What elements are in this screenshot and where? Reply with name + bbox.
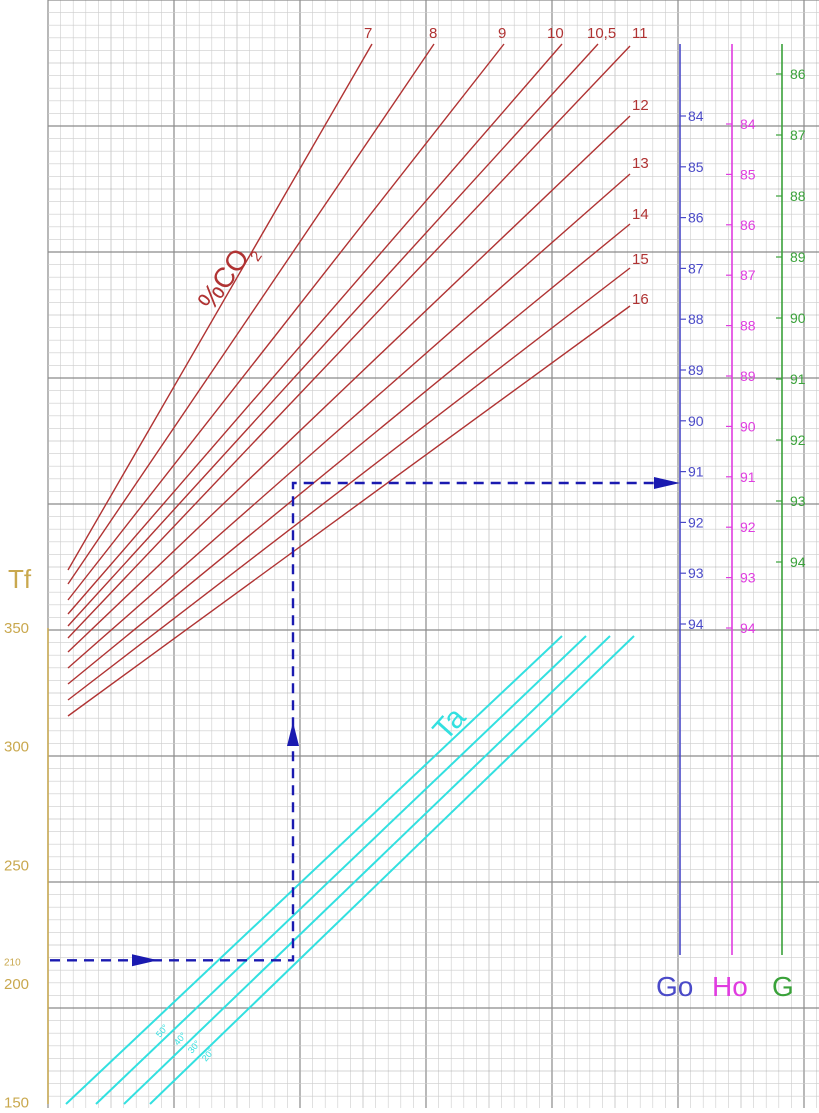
scale-value-label: 94	[790, 554, 806, 570]
tf-axis-title: Tf	[8, 564, 32, 594]
efficiency-scales: 84 85 86 87 88 89 90 91 92 93 94 Go 84 85 86 87 88 89 90 91…	[656, 44, 806, 1002]
ta-line-label: 50°	[154, 1022, 171, 1039]
co2-line-label: 10,5	[587, 25, 616, 42]
co2-line-label: 16	[632, 291, 649, 308]
scale-value-label: 85	[740, 166, 756, 182]
scale-value-label: 86	[740, 217, 756, 233]
tf-tick-label: 210	[4, 957, 21, 968]
scale-value-label: 89	[688, 362, 704, 378]
scale-value-label: 84	[740, 116, 756, 132]
co2-line-label: 8	[429, 25, 437, 42]
scale-value-label: 93	[790, 493, 806, 509]
scale-value-label: 94	[740, 620, 756, 636]
co2-line	[67, 43, 599, 627]
scale-value-label: 86	[688, 210, 704, 226]
scale-value-label: 91	[790, 371, 806, 387]
scale-value-label: 89	[740, 368, 756, 384]
tf-tick-label: 300	[4, 739, 29, 756]
scale-value-label: 93	[740, 570, 756, 586]
scale-value-label: 88	[790, 188, 806, 204]
scale-value-label: 93	[688, 565, 704, 581]
ta-line	[65, 635, 563, 1105]
scale-value-label: 85	[688, 159, 704, 175]
co2-line	[67, 43, 435, 585]
arrow-head-to-scale	[654, 477, 680, 489]
co2-line	[67, 173, 631, 669]
scale-value-label: 92	[740, 519, 756, 535]
co2-line	[67, 45, 631, 639]
co2-line-label: 12	[632, 97, 649, 114]
co2-line-label: 13	[632, 155, 649, 172]
co2-line	[67, 223, 631, 685]
example-path	[50, 477, 680, 967]
arrow-head-right	[132, 954, 158, 967]
co2-line	[67, 115, 631, 653]
tf-tick-label: 250	[4, 857, 29, 874]
tf-tick-label: 150	[4, 1095, 29, 1108]
scale-value-label: 91	[688, 464, 704, 480]
co2-line-label: 15	[632, 251, 649, 268]
example-dashed-path	[50, 481, 668, 962]
co2-line	[67, 43, 505, 601]
scale-value-label: 94	[688, 616, 704, 632]
ta-lines: 50° 40°30°20°	[65, 635, 635, 1105]
scale-value-label: 92	[790, 432, 806, 448]
scale-title-g: G	[772, 971, 794, 1002]
scale-title-ho: Ho	[712, 971, 748, 1002]
tf-axis: Tf 350 300 250 210 200 150	[4, 564, 49, 1112]
co2-line	[67, 43, 563, 615]
co2-line-label: 14	[632, 206, 649, 223]
scale-value-label: 91	[740, 469, 756, 485]
scale-value-label: 89	[790, 249, 806, 265]
scale-value-label: 87	[790, 127, 806, 143]
ta-line	[123, 635, 611, 1105]
scale-value-label: 92	[688, 514, 704, 530]
co2-line	[67, 43, 373, 571]
scale-value-label: 88	[740, 318, 756, 334]
ta-title: Ta	[427, 701, 473, 747]
co2-lines: 7 8 9 10 10,5 11 12 13 14 15 16	[67, 25, 649, 717]
scale-value-label: 90	[740, 418, 756, 434]
arrow-head-up	[287, 722, 299, 746]
ta-line	[95, 635, 587, 1105]
scale-value-label: 86	[790, 66, 806, 82]
scale-value-label: 88	[688, 311, 704, 327]
scale-value-label: 84	[688, 108, 704, 124]
co2-line	[67, 267, 631, 701]
ta-line	[149, 635, 635, 1105]
co2-line-label: 11	[632, 25, 648, 42]
scale-value-label: 87	[740, 267, 756, 283]
scale-value-label: 90	[790, 310, 806, 326]
co2-line-label: 9	[498, 25, 506, 42]
scale-title-go: Go	[656, 971, 693, 1002]
co2-title-main: %CO	[192, 243, 256, 316]
co2-line-label: 7	[364, 25, 372, 42]
scale-value-label: 87	[688, 260, 704, 276]
co2-line	[67, 305, 631, 717]
graph-paper-grid	[47, 0, 819, 1108]
scale-value-label: 90	[688, 413, 704, 429]
tf-tick-label: 350	[4, 620, 29, 637]
tf-tick-label: 200	[4, 976, 29, 993]
ta-line-label: 20°	[200, 1046, 217, 1063]
co2-line-label: 10	[547, 25, 564, 42]
